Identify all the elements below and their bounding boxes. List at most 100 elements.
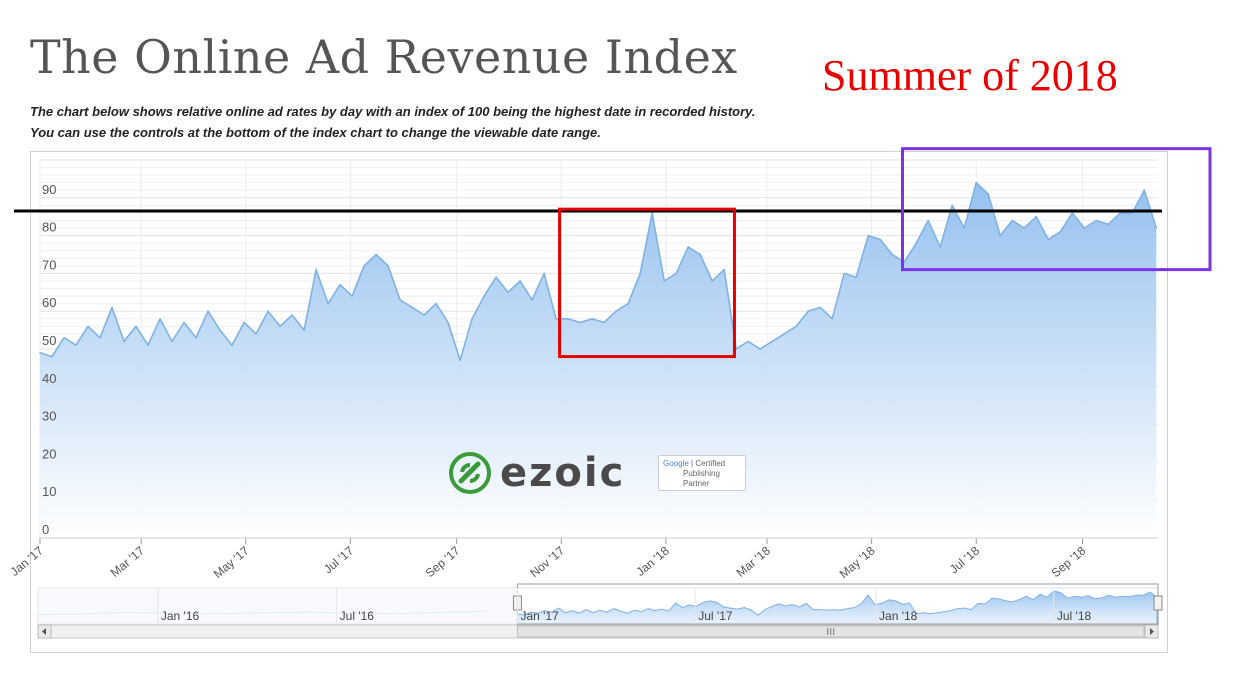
subtitle-line-1: The chart below shows relative online ad… (30, 104, 756, 119)
navigator-handle-right[interactable] (1153, 595, 1163, 611)
scroll-left-arrow-icon (42, 628, 46, 635)
x-tick-label: Jan '17 (8, 543, 47, 579)
range-navigator[interactable]: Jan '16 Jul '16 Jan '17 Jul '17 Jan '18 Jul '… (37, 583, 1163, 639)
y-tick-label: 0 (42, 522, 49, 537)
summer-annotation: Summer of 2018 (822, 51, 1118, 100)
data-point (63, 336, 65, 339)
data-point (771, 340, 773, 343)
data-point (843, 272, 845, 275)
data-point (591, 318, 593, 320)
navigator-tick-label: Jan '16 (161, 609, 200, 623)
data-point (423, 314, 425, 316)
data-point (123, 340, 125, 343)
data-point (1035, 215, 1038, 218)
y-axis: 0 10 20 30 40 50 60 70 80 90 (42, 182, 56, 537)
ezoic-logo-text: ezoic (500, 450, 626, 496)
data-point (1023, 227, 1026, 229)
partner-line-2: Publishing (683, 469, 720, 478)
data-point (987, 193, 989, 195)
navigator-tick-label: Jul '16 (340, 609, 375, 623)
y-tick-label: 60 (42, 295, 56, 310)
data-point (723, 268, 725, 271)
data-point (687, 246, 689, 248)
data-point (495, 276, 497, 279)
data-point (555, 318, 557, 320)
page-title: The Online Ad Revenue Index (30, 30, 738, 84)
data-point (795, 325, 797, 328)
data-point (915, 242, 917, 244)
data-point (483, 295, 485, 297)
data-point (279, 325, 281, 328)
data-point (975, 181, 977, 184)
data-point (375, 253, 377, 256)
data-point (411, 306, 413, 309)
data-point (351, 295, 353, 297)
data-point (663, 280, 665, 282)
data-point (507, 291, 509, 294)
data-point (51, 355, 53, 358)
data-point (327, 302, 329, 305)
navigator-tick-label: Jan '18 (879, 609, 918, 623)
x-tick-label: Jan '18 (633, 543, 672, 579)
data-point (363, 265, 365, 267)
navigator-tick-label: Jul '17 (698, 609, 733, 623)
data-point (1095, 219, 1098, 222)
highlight-box-purple (901, 147, 1212, 272)
data-point (711, 280, 713, 282)
data-point (963, 227, 965, 229)
data-point (999, 234, 1001, 237)
data-point (207, 310, 209, 313)
data-point (831, 318, 833, 320)
data-point (195, 336, 197, 339)
data-point (807, 310, 809, 313)
chart-area-series (39, 181, 1158, 538)
data-point (543, 272, 545, 275)
data-point (147, 344, 149, 347)
scroll-right-arrow-icon (1150, 628, 1154, 635)
data-point (1059, 231, 1062, 233)
data-point (87, 325, 89, 328)
data-point (135, 325, 137, 328)
data-point (927, 219, 929, 222)
chart-annotations (14, 147, 1212, 359)
data-point (471, 318, 473, 320)
data-point (531, 299, 533, 301)
data-point (579, 321, 581, 324)
navigator-mask (38, 588, 518, 624)
x-tick-label: Nov '17 (527, 543, 567, 580)
data-point (75, 344, 77, 347)
data-point (315, 268, 317, 271)
navigator-tick-label: Jul '18 (1057, 609, 1092, 623)
x-tick-label: May '18 (837, 543, 878, 581)
data-point (519, 280, 521, 282)
partner-line-3: Partner (683, 479, 710, 488)
data-point (1083, 227, 1086, 229)
x-tick-label: Jul '17 (321, 543, 357, 576)
data-point (1107, 223, 1110, 226)
data-point (747, 340, 749, 343)
x-axis: Jan '17 Mar '17 May '17 Jul '17 Sep '17 Nov '… (8, 537, 1158, 581)
data-point (447, 321, 449, 324)
data-point (243, 321, 245, 324)
y-tick-label: 50 (42, 333, 56, 348)
subtitle-line-2: You can use the controls at the bottom o… (30, 125, 601, 140)
data-point (819, 306, 821, 309)
data-point (99, 336, 101, 339)
data-point (231, 344, 233, 347)
y-tick-label: 70 (42, 257, 56, 272)
highlight-box-red (558, 207, 736, 359)
x-tick-label: Jul '18 (947, 543, 983, 576)
data-point (615, 310, 617, 313)
x-tick-label: Mar '18 (734, 543, 774, 579)
data-point (39, 352, 41, 354)
google-partner-badge: Google | Certified Publishing Partner (658, 455, 746, 491)
x-tick-label: Sep '18 (1049, 543, 1089, 580)
data-point (867, 234, 869, 237)
ezoic-logo-icon (449, 452, 491, 494)
data-point (567, 318, 569, 320)
data-point (267, 310, 269, 313)
data-point (879, 238, 881, 241)
partner-line-1: Certified (695, 459, 726, 468)
y-tick-label: 80 (42, 220, 56, 235)
